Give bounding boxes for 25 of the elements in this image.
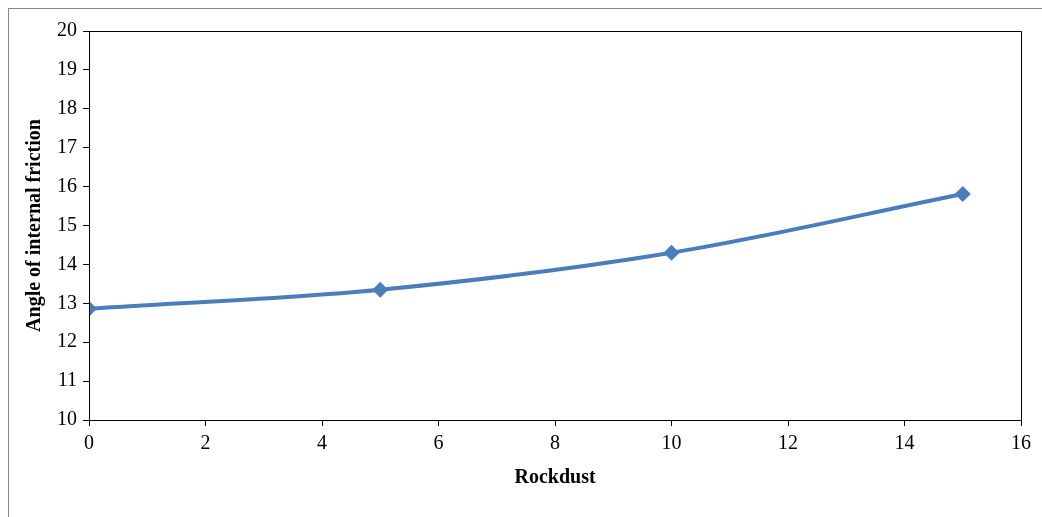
y-tick-label: 11	[57, 368, 77, 391]
point	[663, 244, 680, 261]
y-tick-label: 17	[57, 134, 77, 157]
x-tick-label: 16	[1011, 431, 1031, 454]
x-tick-label: 6	[433, 431, 444, 454]
x-tick-label: 10	[661, 431, 682, 454]
y-tick-label: 15	[57, 212, 77, 235]
x-tick-label: 4	[317, 431, 327, 454]
y-tick-label: 12	[57, 329, 77, 352]
y-tick-label: 16	[57, 173, 77, 196]
x-tick-label: 2	[200, 431, 211, 454]
y-tick-label: 19	[57, 57, 77, 80]
y-tick-label: 13	[57, 290, 77, 313]
y-tick-label: 18	[57, 96, 77, 119]
point	[372, 281, 389, 298]
x-tick-label: 14	[894, 431, 915, 454]
y-tick-label: 14	[57, 251, 77, 274]
x-tick-label: 12	[778, 431, 798, 454]
x-tick-label: 8	[550, 431, 560, 454]
y-axis-title: Angle of internal friction	[22, 119, 46, 332]
point	[954, 185, 971, 202]
y-tick-label: 20	[57, 18, 77, 41]
y-tick-label: 10	[57, 407, 77, 430]
x-tick-label: 0	[84, 431, 94, 454]
x-axis-title: Rockdust	[514, 465, 596, 488]
